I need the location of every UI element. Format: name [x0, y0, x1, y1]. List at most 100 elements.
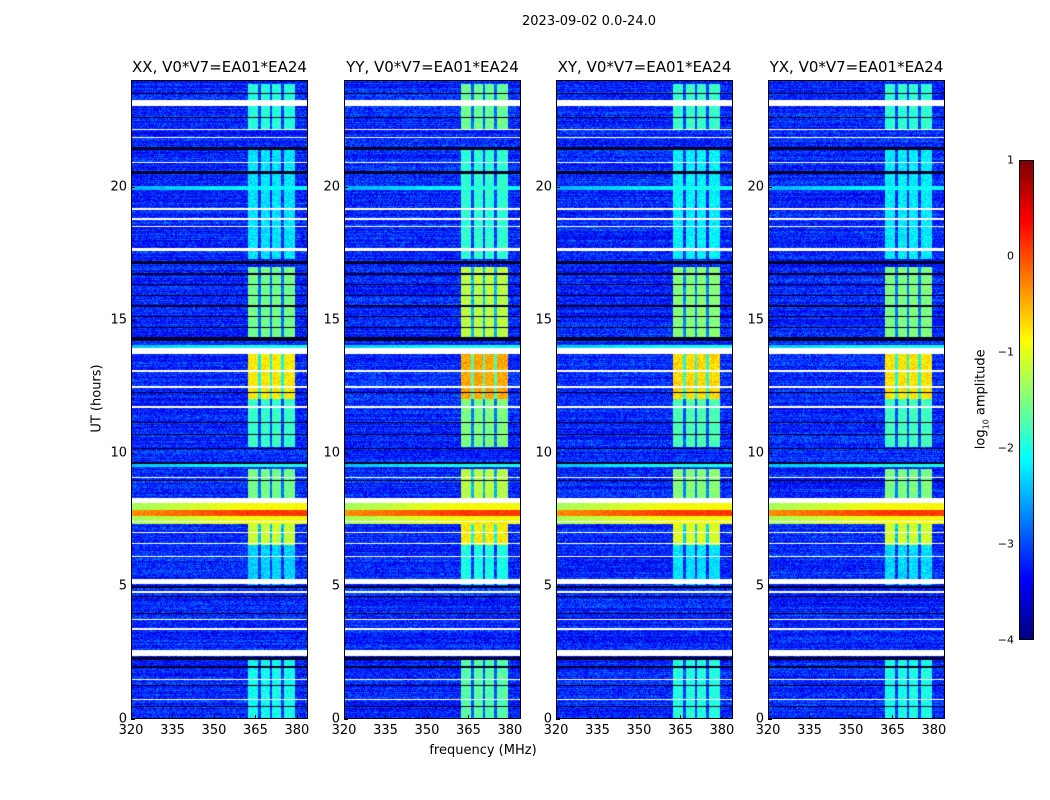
colorbar-tick-label: −4	[997, 633, 1014, 647]
x-tick-mark	[255, 715, 257, 719]
x-tick-mark	[850, 715, 852, 719]
colorbar-gradient	[1020, 161, 1033, 639]
panel-title: YX, V0*V7=EA01*EA24	[769, 58, 944, 76]
x-tick-label: 365	[456, 723, 481, 738]
x-tick-label: 380	[709, 723, 735, 738]
y-tick-mark	[768, 186, 772, 188]
x-tick-label: 320	[543, 723, 569, 738]
y-tick-label: 15	[535, 312, 552, 328]
colorbar-tick-label: −1	[997, 345, 1014, 359]
y-tick-label: 0	[755, 711, 764, 727]
x-tick-label: 365	[668, 723, 693, 738]
y-tick-label: 20	[747, 179, 764, 194]
y-tick-mark	[344, 319, 348, 321]
colorbar-label: log10 amplitude	[974, 329, 991, 469]
spectrogram-image	[769, 81, 944, 718]
y-tick-mark	[768, 719, 772, 720]
y-tick-label: 10	[323, 445, 340, 461]
y-tick-label: 15	[323, 312, 340, 328]
y-tick-mark	[556, 585, 560, 587]
x-tick-mark	[172, 715, 174, 719]
y-tick-mark	[768, 585, 772, 587]
x-tick-label: 380	[284, 723, 310, 738]
x-tick-mark	[426, 715, 428, 719]
spectrogram-panel	[556, 80, 733, 719]
panel-title: XY, V0*V7=EA01*EA24	[557, 58, 732, 76]
x-tick-mark	[509, 715, 511, 719]
panel-title: XX, V0*V7=EA01*EA24	[132, 58, 307, 76]
y-tick-mark	[131, 319, 135, 321]
x-tick-label: 350	[626, 723, 652, 738]
colorbar-tick-label: −3	[997, 537, 1014, 551]
y-tick-mark	[344, 585, 348, 587]
y-tick-label: 5	[118, 578, 127, 594]
y-tick-label: 0	[331, 711, 340, 727]
x-tick-label: 335	[160, 723, 185, 738]
colorbar-label-rest: amplitude	[973, 349, 989, 420]
y-tick-label: 0	[118, 711, 127, 727]
x-tick-mark	[638, 715, 640, 719]
y-tick-mark	[344, 452, 348, 454]
spectrogram-image	[132, 81, 307, 718]
spectrogram-panel	[768, 80, 945, 719]
x-tick-mark	[768, 715, 769, 719]
y-tick-label: 10	[110, 445, 127, 461]
figure-title: 2023-09-02 0.0-24.0	[522, 14, 656, 29]
x-tick-label: 350	[838, 723, 864, 738]
y-tick-mark	[768, 319, 772, 321]
x-tick-label: 320	[118, 723, 144, 738]
y-tick-label: 20	[535, 179, 552, 194]
y-tick-label: 15	[110, 312, 127, 328]
x-tick-label: 320	[755, 723, 781, 738]
x-tick-label: 365	[243, 723, 268, 738]
spectrogram-image	[557, 81, 732, 718]
x-tick-label: 335	[797, 723, 822, 738]
colorbar-tick-label: −2	[997, 441, 1014, 455]
x-tick-label: 380	[921, 723, 947, 738]
y-tick-mark	[556, 719, 560, 720]
y-tick-label: 20	[110, 179, 127, 194]
x-tick-mark	[385, 715, 387, 719]
x-tick-mark	[597, 715, 599, 719]
x-tick-mark	[213, 715, 215, 719]
colorbar	[1019, 160, 1034, 640]
y-tick-mark	[131, 719, 135, 720]
y-tick-mark	[556, 319, 560, 321]
y-tick-mark	[344, 186, 348, 188]
colorbar-label-main: log	[973, 429, 989, 450]
y-tick-mark	[131, 186, 135, 188]
y-tick-label: 15	[747, 312, 764, 328]
y-tick-mark	[556, 186, 560, 188]
y-tick-mark	[131, 452, 135, 454]
x-tick-mark	[468, 715, 470, 719]
x-tick-mark	[721, 715, 723, 719]
y-tick-mark	[344, 719, 348, 720]
y-tick-label: 5	[331, 578, 340, 594]
panel-title: YY, V0*V7=EA01*EA24	[346, 58, 519, 76]
x-tick-label: 335	[373, 723, 398, 738]
y-tick-mark	[768, 452, 772, 454]
y-tick-label: 0	[543, 711, 552, 727]
spectrogram-panel	[131, 80, 308, 719]
colorbar-label-sub: 10	[981, 419, 991, 430]
y-tick-label: 5	[755, 578, 764, 594]
x-tick-mark	[296, 715, 298, 719]
x-tick-mark	[809, 715, 811, 719]
y-tick-label: 10	[535, 445, 552, 461]
x-tick-mark	[344, 715, 345, 719]
y-tick-label: 20	[323, 179, 340, 194]
colorbar-tick-label: 0	[1007, 249, 1014, 263]
y-tick-label: 5	[543, 578, 552, 594]
y-tick-mark	[131, 585, 135, 587]
x-tick-mark	[933, 715, 935, 719]
colorbar-tick-label: 1	[1007, 153, 1014, 167]
x-tick-label: 350	[201, 723, 227, 738]
spectrogram-image	[345, 81, 520, 718]
y-tick-label: 10	[747, 445, 764, 461]
x-tick-label: 335	[585, 723, 610, 738]
x-tick-mark	[680, 715, 682, 719]
x-tick-label: 365	[880, 723, 905, 738]
x-axis-label: frequency (MHz)	[429, 743, 537, 758]
x-tick-mark	[556, 715, 557, 719]
